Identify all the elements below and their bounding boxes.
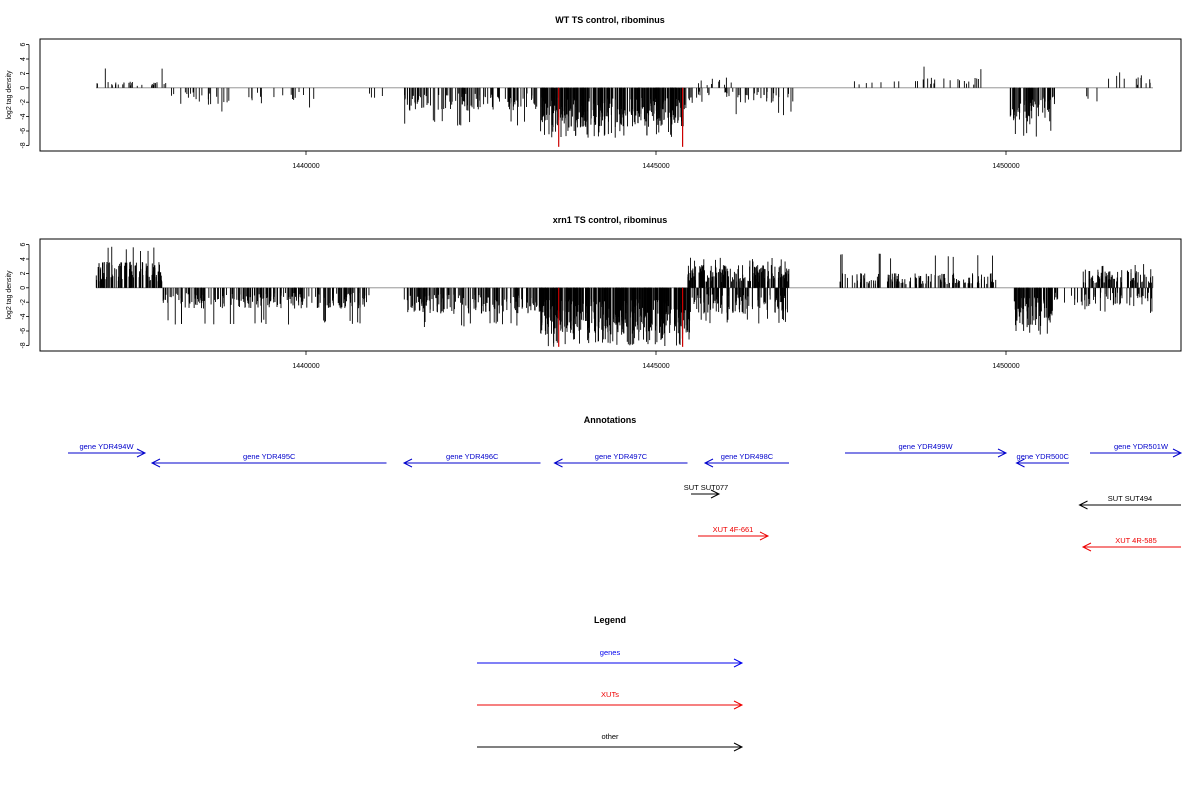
- arrow-right-icon: [733, 742, 744, 752]
- y-tick-label: -8: [20, 342, 27, 348]
- feature-sut-sut494: SUT SUT494: [1078, 494, 1181, 510]
- feature-label: SUT SUT077: [684, 483, 728, 492]
- y-tick-label: 0: [20, 86, 27, 90]
- legend-title: Legend: [594, 615, 626, 625]
- panel-xrn1-region-markers: [558, 287, 684, 347]
- x-tick-label: 1440000: [292, 163, 319, 170]
- x-tick-label: 1445000: [642, 163, 669, 170]
- panel-xrn1: xrn1 TS control, ribominus log2 tag dens…: [6, 215, 1182, 370]
- legend-label: other: [601, 732, 619, 741]
- y-tick-label: 0: [20, 286, 27, 290]
- feature-label: gene YDR497C: [595, 452, 648, 461]
- legend-items: genes XUTs other: [477, 648, 744, 752]
- arrow-left-icon: [1081, 542, 1092, 552]
- feature-gene-ydr494w: gene YDR494W: [68, 442, 147, 458]
- x-tick-label: 1450000: [992, 163, 1019, 170]
- panel-xrn1-bars: [95, 246, 1154, 347]
- panel-wt-plot-frame: [39, 38, 1182, 152]
- legend-item-xuts: XUTs: [477, 690, 744, 710]
- y-tick-label: -6: [20, 328, 27, 334]
- y-tick-label: -4: [20, 313, 27, 319]
- arrow-left-icon: [553, 458, 563, 468]
- feature-gene-ydr495c: gene YDR495C: [150, 452, 387, 468]
- panel-wt-bars: [96, 66, 1151, 138]
- feature-xut-4f-661: XUT 4F-661: [698, 525, 770, 541]
- y-tick-label: 2: [20, 71, 27, 75]
- arrow-left-icon: [150, 458, 161, 468]
- feature-label: gene YDR498C: [721, 452, 774, 461]
- feature-label: gene YDR496C: [446, 452, 499, 461]
- panel-wt-region-markers: [558, 87, 684, 147]
- panel-wt-x-axis: 1440000 1445000 1450000: [292, 151, 1020, 170]
- feature-label: SUT SUT494: [1108, 494, 1152, 503]
- feature-gene-ydr498c: gene YDR498C: [703, 452, 789, 468]
- x-tick-label: 1440000: [292, 363, 319, 370]
- panel-wt-ylabel: log2 tag density: [6, 70, 13, 120]
- legend-label: genes: [600, 648, 621, 657]
- arrow-left-icon: [1015, 458, 1025, 468]
- y-tick-label: 6: [20, 43, 27, 47]
- annotation-features: gene YDR494W gene YDR495C gene YDR496C gene…: [68, 442, 1183, 552]
- feature-label: XUT 4F-661: [713, 525, 754, 534]
- panel-xrn1-y-axis: 6 4 2 0 -2 -4 -6 -8: [20, 243, 30, 349]
- feature-gene-ydr501w: gene YDR501W: [1090, 442, 1183, 458]
- feature-label: gene YDR494W: [79, 442, 134, 451]
- legend-panel: Legend genes XUTs other: [477, 615, 744, 752]
- x-tick-label: 1450000: [992, 363, 1019, 370]
- y-tick-label: -2: [20, 99, 27, 105]
- feature-label: gene YDR501W: [1114, 442, 1169, 451]
- y-tick-label: -2: [20, 299, 27, 305]
- arrow-right-icon: [136, 448, 147, 458]
- feature-gene-ydr500c: gene YDR500C: [1015, 452, 1070, 468]
- arrow-right-icon: [997, 448, 1008, 458]
- arrow-left-icon: [703, 458, 714, 468]
- y-tick-label: 4: [20, 257, 27, 261]
- feature-label: gene YDR499W: [898, 442, 953, 451]
- arrow-right-icon: [733, 700, 744, 710]
- y-tick-label: 2: [20, 271, 27, 275]
- feature-gene-ydr497c: gene YDR497C: [553, 452, 688, 468]
- feature-xut-4r-585: XUT 4R-585: [1081, 536, 1181, 552]
- arrow-left-icon: [402, 458, 413, 468]
- panel-xrn1-x-axis: 1440000 1445000 1450000: [292, 351, 1020, 370]
- arrow-left-icon: [1078, 500, 1088, 510]
- feature-label: gene YDR500C: [1017, 452, 1070, 461]
- arrow-right-icon: [1172, 448, 1183, 458]
- panel-wt: WT TS control, ribominus log2 tag densit…: [6, 15, 1182, 170]
- panel-wt-y-axis: 6 4 2 0 -2 -4 -6 -8: [20, 43, 30, 149]
- panel-xrn1-plot-frame: [39, 238, 1182, 352]
- legend-label: XUTs: [601, 690, 619, 699]
- y-tick-label: -4: [20, 113, 27, 119]
- feature-label: XUT 4R-585: [1115, 536, 1157, 545]
- feature-gene-ydr499w: gene YDR499W: [845, 442, 1008, 458]
- legend-item-genes: genes: [477, 648, 744, 668]
- panel-wt-title: WT TS control, ribominus: [555, 15, 665, 25]
- y-tick-label: 4: [20, 57, 27, 61]
- arrow-right-icon: [759, 531, 770, 541]
- legend-item-other: other: [477, 732, 744, 752]
- arrow-right-icon: [710, 489, 721, 499]
- x-tick-label: 1445000: [642, 363, 669, 370]
- y-tick-label: 6: [20, 243, 27, 247]
- y-tick-label: -8: [20, 142, 27, 148]
- feature-label: gene YDR495C: [243, 452, 296, 461]
- feature-sut-sut077: SUT SUT077: [684, 483, 728, 499]
- y-tick-label: -6: [20, 128, 27, 134]
- panel-xrn1-ylabel: log2 tag density: [6, 270, 13, 320]
- arrow-right-icon: [733, 658, 744, 668]
- feature-gene-ydr496c: gene YDR496C: [402, 452, 541, 468]
- panel-xrn1-title: xrn1 TS control, ribominus: [553, 215, 668, 225]
- annotations-title: Annotations: [584, 415, 637, 425]
